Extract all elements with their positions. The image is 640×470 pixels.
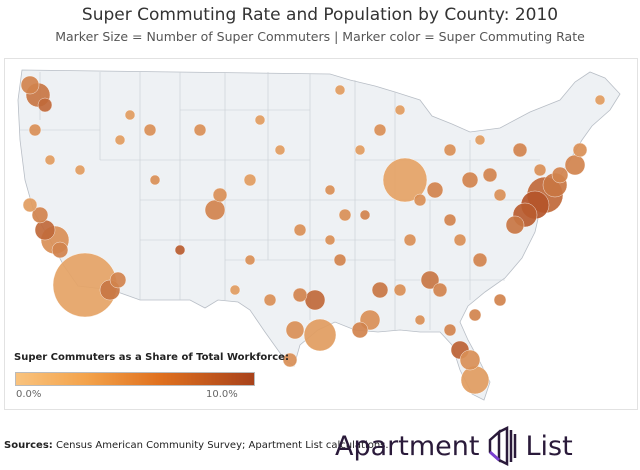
county-marker [354,144,366,156]
county-marker [37,97,53,113]
county-marker [420,270,440,290]
county-marker [20,75,40,95]
county-marker [324,184,336,196]
county-marker [204,199,226,221]
county-marker [460,365,490,395]
county-marker [393,283,407,297]
county-marker [333,253,347,267]
county-marker [293,223,307,237]
county-marker [461,171,479,189]
county-marker [564,154,586,176]
county-marker [334,84,346,96]
county-marker [414,314,426,326]
county-marker [303,318,337,352]
county-marker [351,321,369,339]
county-marker [74,164,86,176]
chart-title: Super Commuting Rate and Population by C… [81,5,559,25]
county-marker [493,293,507,307]
county-marker [443,143,457,157]
county-marker [338,208,352,222]
legend-color-bar [15,372,255,386]
county-marker [229,284,241,296]
county-marker [394,104,406,116]
county-marker [285,320,305,340]
county-marker [482,167,498,183]
county-marker [505,215,525,235]
county-marker [551,166,569,184]
county-marker [359,209,371,221]
county-marker [263,293,277,307]
county-marker [193,123,207,137]
county-marker [274,144,286,156]
legend-max-label: 10.0% [206,389,238,400]
county-marker [371,281,389,299]
logo-text-left: Apartment [335,430,480,462]
building-icon [489,426,517,466]
county-marker [304,289,326,311]
county-marker [403,233,417,247]
legend-min-label: 0.0% [16,389,42,400]
apartment-list-logo[interactable]: Apartment List [335,426,573,466]
county-marker [124,109,136,121]
county-marker [426,181,444,199]
county-marker [324,234,336,246]
county-marker [468,308,482,322]
legend-title: Super Commuters as a Share of Total Work… [14,352,289,363]
county-markers [20,75,606,395]
county-marker [572,142,588,158]
county-marker [244,254,256,266]
county-marker [28,123,42,137]
county-marker [493,188,507,202]
county-marker [34,219,56,241]
county-marker [282,352,298,368]
county-marker [594,94,606,106]
county-marker [109,271,127,289]
county-marker [243,173,257,187]
county-marker [413,193,427,207]
sources-text: Census American Community Survey; Apartm… [52,440,389,451]
county-marker [512,142,528,158]
county-marker [472,252,488,268]
county-marker [382,157,428,203]
county-marker [443,213,457,227]
chart-subtitle: Marker Size = Number of Super Commuters … [55,29,585,44]
county-marker [114,134,126,146]
county-marker [432,282,448,298]
logo-text-right: List [525,430,573,462]
county-marker [292,287,308,303]
sources-note: Sources: Census American Community Surve… [4,440,389,451]
county-marker [212,187,228,203]
county-marker [474,134,486,146]
county-marker [533,163,547,177]
sources-label: Sources: [4,440,53,451]
county-marker [453,233,467,247]
county-marker [459,349,481,371]
county-marker [373,123,387,137]
county-marker [254,114,266,126]
county-marker [443,323,457,337]
county-marker [149,174,161,186]
county-marker [31,206,49,224]
county-marker [143,123,157,137]
county-marker [44,154,56,166]
county-marker [22,197,38,213]
county-marker [51,241,69,259]
county-marker [174,244,186,256]
